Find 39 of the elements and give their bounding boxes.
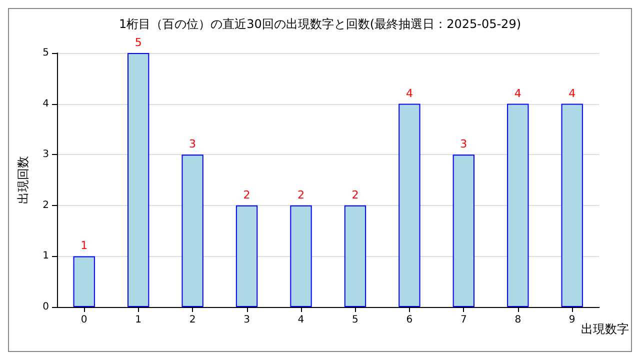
- data-label: 4: [514, 86, 522, 100]
- chart-title: 1桁目（百の位）の直近30回の出現数字と回数(最終抽選日：2025-05-29): [118, 17, 522, 31]
- x-axis-title: 出現数字: [581, 322, 630, 336]
- x-tick-label: 5: [352, 314, 358, 326]
- bar: [73, 256, 95, 307]
- bar: [344, 205, 366, 307]
- data-label: 3: [189, 138, 196, 151]
- data-label: 5: [134, 36, 142, 49]
- data-label: 4: [406, 86, 413, 100]
- data-label: 2: [243, 188, 250, 202]
- y-tick-label: 5: [42, 48, 49, 58]
- bar: [452, 154, 475, 307]
- x-tick-label: 3: [244, 314, 250, 326]
- x-tick-label: 4: [298, 314, 304, 326]
- y-axis-title: 出現回数: [16, 156, 30, 204]
- x-tick-label: 0: [80, 314, 88, 326]
- bar: [398, 104, 420, 307]
- data-label: 2: [298, 188, 304, 202]
- y-tick-label: 2: [42, 200, 49, 211]
- bar: [507, 104, 529, 307]
- x-tick-label: 9: [568, 314, 576, 326]
- data-label: 1: [80, 239, 88, 252]
- bar: [290, 205, 312, 307]
- data-label: 2: [352, 188, 359, 202]
- y-tick-label: 0: [42, 302, 49, 312]
- y-tick-label: 1: [42, 250, 49, 262]
- x-tick-label: 2: [189, 314, 196, 326]
- x-tick-label: 7: [460, 314, 467, 326]
- x-tick-label: 1: [135, 314, 142, 326]
- x-tick-label: 6: [406, 314, 413, 326]
- bar: [127, 53, 150, 307]
- bar: [182, 154, 204, 307]
- y-tick-label: 4: [42, 98, 49, 110]
- data-label: 3: [460, 138, 468, 151]
- y-tick-label: 3: [42, 149, 49, 160]
- x-tick-label: 8: [514, 314, 522, 326]
- data-label: 4: [568, 86, 576, 100]
- bar: [236, 205, 258, 307]
- bar: [561, 104, 583, 307]
